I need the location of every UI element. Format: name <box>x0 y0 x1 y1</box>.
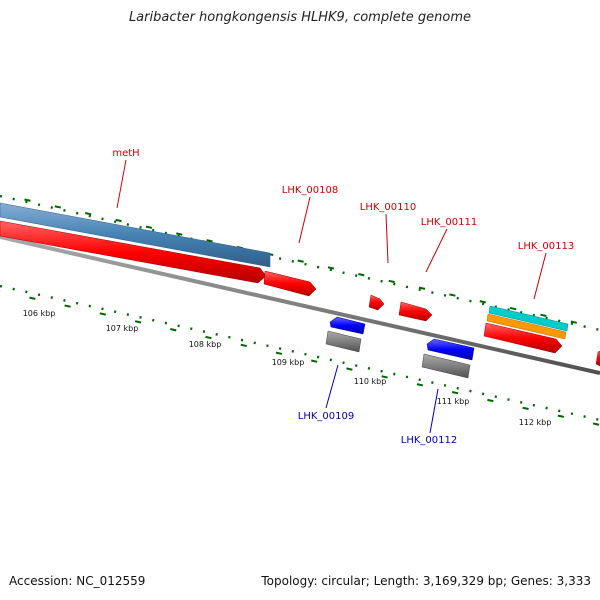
tick-label-110kbp: 110 kbp <box>354 377 387 386</box>
leader-lhk-00112 <box>429 388 439 434</box>
label-lhk-00109[interactable]: LHK_00109 <box>298 411 354 422</box>
label-meth[interactable]: metH <box>112 148 139 159</box>
topology-text: Topology: circular; Length: 3,169,329 bp… <box>261 574 591 588</box>
tick-label-112kbp: 112 kbp <box>519 418 552 427</box>
tick-label-106kbp: 106 kbp <box>23 309 56 318</box>
rna-track-cyan <box>488 305 569 332</box>
cds-lhk-00113 <box>483 322 563 354</box>
gc-tick-track-outer <box>0 193 600 329</box>
gray-block-1 <box>325 330 362 353</box>
cds-lhk-00108 <box>263 270 317 297</box>
map-title: Laribacter hongkongensis HLHK9, complete… <box>128 10 472 25</box>
label-lhk-00112[interactable]: LHK_00112 <box>401 435 457 446</box>
leader-lhk-00109 <box>325 364 339 409</box>
cds-lhk-00110 <box>368 294 385 311</box>
rna-track-orange <box>486 313 567 340</box>
cds-lhk-00112 <box>426 338 475 361</box>
label-lhk-00108[interactable]: LHK_00108 <box>282 185 338 196</box>
label-lhk-00110[interactable]: LHK_00110 <box>360 202 416 213</box>
label-lhk-00113[interactable]: LHK_00113 <box>518 241 574 252</box>
cds-meth <box>0 220 267 284</box>
cds-edge-right <box>595 350 600 367</box>
tick-label-111kbp: 111 kbp <box>437 397 470 406</box>
genome-backbone <box>0 235 600 375</box>
tick-label-107kbp: 107 kbp <box>106 324 139 333</box>
tick-label-108kbp: 108 kbp <box>189 340 222 349</box>
gene-track-meth <box>0 202 271 268</box>
gc-tick-track-inner <box>0 290 600 426</box>
gray-block-2 <box>421 353 471 379</box>
leader-lhk-00108 <box>298 196 311 244</box>
gc-dot-track-outer <box>0 194 600 332</box>
label-lhk-00111[interactable]: LHK_00111 <box>421 217 477 228</box>
tick-label-109kbp: 109 kbp <box>272 358 305 367</box>
cds-lhk-00111 <box>398 301 433 322</box>
leader-lhk-00110 <box>385 213 389 264</box>
leader-lhk-00113 <box>533 252 547 300</box>
leader-meth <box>116 159 127 209</box>
leader-lhk-00111 <box>425 228 448 273</box>
cds-lhk-00109 <box>329 316 366 335</box>
accession-text: Accession: NC_012559 <box>9 574 146 588</box>
